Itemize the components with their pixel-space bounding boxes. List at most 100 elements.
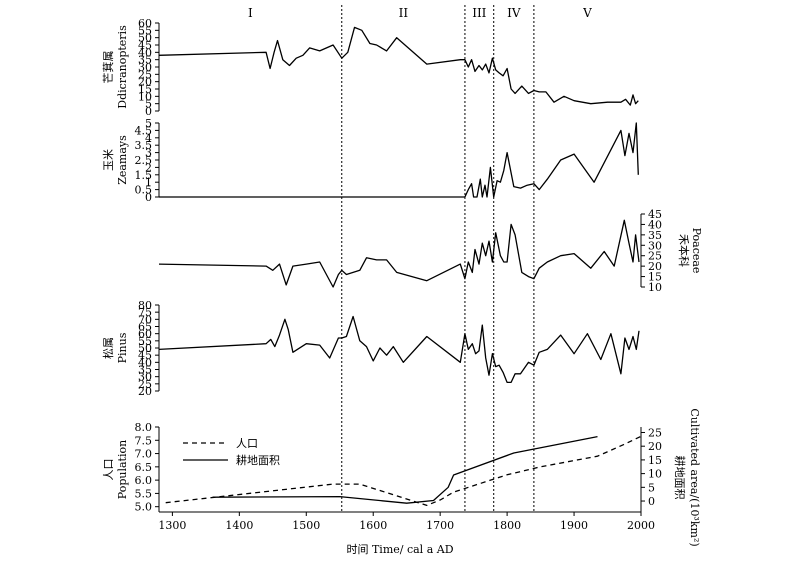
y-tick-label: 5 — [145, 98, 152, 111]
y-tick-label: 4.5 — [135, 124, 153, 137]
y-tick-label: 25 — [648, 426, 662, 439]
y-tick-label: 2.5 — [135, 154, 153, 167]
y-tick-label: 35 — [138, 364, 152, 377]
series-line — [158, 26, 639, 106]
phase-label: III — [472, 6, 486, 20]
y-tick-label: 15 — [138, 83, 152, 96]
x-axis: 1300 1400 1500 1600 1700 1800 1900 2000 时间 Time/… — [158, 511, 655, 556]
y-tick-label: 40 — [648, 218, 662, 231]
y-tick-label: 0.5 — [135, 184, 153, 197]
x-tick-label: 1800 — [493, 519, 521, 532]
y-tick-label: 40 — [138, 356, 152, 369]
y-tick-label: 5.0 — [135, 501, 153, 514]
y-tick-label: 50 — [138, 32, 152, 45]
y-tick-label: 15 — [648, 271, 662, 284]
y-tick-label: 8.0 — [135, 421, 153, 434]
x-tick-label: 1300 — [158, 519, 186, 532]
y-tick-label: 50 — [138, 342, 152, 355]
y-tick-label: 7.5 — [135, 434, 153, 447]
y-tick-label: 70 — [138, 313, 152, 326]
series-line — [159, 122, 639, 198]
y-tick-label: 20 — [138, 76, 152, 89]
phase-label: V — [582, 6, 592, 20]
y-tick-label: 30 — [138, 371, 152, 384]
y-tick-label: 45 — [138, 39, 152, 52]
y-tick-label: 6.0 — [135, 474, 153, 487]
phase-label: II — [399, 6, 409, 20]
y-tick-label: 60 — [138, 17, 152, 30]
y-tick-label: 5.5 — [135, 487, 153, 500]
y-tick-label: 40 — [138, 46, 152, 59]
y-tick-label: 25 — [648, 250, 662, 263]
y-tick-label: 0 — [648, 495, 655, 508]
y-tick-label: 45 — [648, 208, 662, 221]
y-tick-label: 5 — [648, 481, 655, 494]
y-tick-label: 25 — [138, 378, 152, 391]
y-axis-title-en: Poaceae — [690, 228, 703, 274]
y-tick-label: 0 — [145, 105, 152, 118]
y-tick-label: 5 — [145, 117, 152, 130]
phase-labels: I II III IV V — [248, 6, 592, 20]
x-tick-label: 1500 — [292, 519, 320, 532]
y-tick-label: 20 — [648, 260, 662, 273]
y-tick-label: 1 — [145, 176, 152, 189]
y-tick-label: 20 — [138, 385, 152, 398]
y-tick-label: 55 — [138, 335, 152, 348]
x-tick-label: 1400 — [225, 519, 253, 532]
y-tick-label: 75 — [138, 306, 152, 319]
y-tick-label: 4 — [145, 132, 152, 145]
y-tick-label: 3 — [145, 147, 152, 160]
y2-axis-title-cn: 耕地面积 — [673, 456, 687, 500]
phase-label: I — [248, 6, 253, 20]
series-line — [165, 435, 642, 507]
y-axis-title-en: Zeamays — [116, 135, 129, 185]
series-line — [158, 315, 640, 384]
y-tick-label: 15 — [648, 454, 662, 467]
y-tick-label: 25 — [138, 68, 152, 81]
legend-label: 耕地面积 — [236, 453, 280, 467]
panel-zeamays: 00.511.522.533.544.55 玉米 Zeamays — [102, 117, 639, 204]
y-tick-label: 0 — [145, 191, 152, 204]
series-line — [212, 435, 598, 504]
y-axis-title-cn: 禾本科 — [677, 234, 691, 267]
y-tick-label: 10 — [648, 281, 662, 294]
y-axis-title-cn: 玉米 — [102, 149, 115, 171]
phase-label: IV — [507, 6, 521, 20]
y-tick-label: 7.0 — [135, 448, 153, 461]
x-tick-label: 1600 — [359, 519, 387, 532]
y-axis-title-en: Population — [116, 440, 129, 499]
series-line — [158, 219, 640, 288]
y-axis-title-en: Ddicranopteris — [116, 25, 129, 109]
y-tick-label: 45 — [138, 349, 152, 362]
y-axis-title-cn: 芒萁属 — [102, 51, 115, 84]
y-axis-title-en: Pinus — [116, 332, 129, 363]
y-tick-label: 10 — [648, 468, 662, 481]
y-tick-label: 35 — [138, 54, 152, 67]
x-axis-title: 时间 Time/ cal a AD — [346, 543, 453, 556]
y-axis-title-cn: 人口 — [102, 459, 115, 481]
y-tick-label: 60 — [138, 328, 152, 341]
y-tick-label: 65 — [138, 321, 152, 334]
y-tick-label: 1.5 — [135, 169, 153, 182]
y-tick-label: 10 — [138, 90, 152, 103]
y2-axis-title-en: Cultivated area/(10³km²) — [688, 408, 701, 546]
x-tick-label: 1900 — [560, 519, 588, 532]
y-tick-label: 30 — [648, 239, 662, 252]
y-tick-label: 35 — [648, 229, 662, 242]
y-tick-label: 6.5 — [135, 461, 153, 474]
legend-label: 人口 — [236, 437, 258, 450]
phase-boundaries — [341, 5, 535, 512]
y-tick-label: 3.5 — [135, 139, 153, 152]
x-tick-label: 2000 — [627, 519, 655, 532]
x-tick-label: 1700 — [426, 519, 454, 532]
y-tick-label: 20 — [648, 440, 662, 453]
y-tick-label: 55 — [138, 24, 152, 37]
y-tick-label: 2 — [145, 161, 152, 174]
